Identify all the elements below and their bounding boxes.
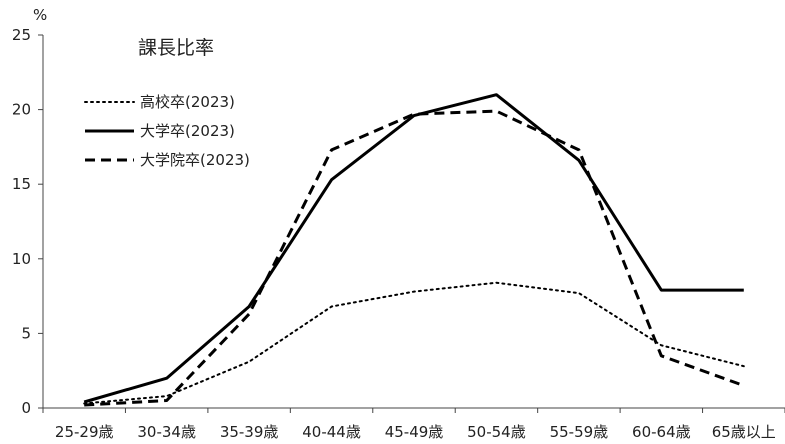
- y-unit-label: %: [33, 6, 47, 24]
- chart-title: 課長比率: [138, 37, 214, 59]
- x-tick-label: 35-39歳: [220, 423, 279, 441]
- y-axis-ticks: 0 5 10 15 20 25: [12, 26, 43, 417]
- x-tick-label: 25-29歳: [55, 423, 114, 441]
- series-line-1: [83, 281, 745, 405]
- x-tick-label: 30-34歳: [137, 423, 196, 441]
- y-tick-label: 0: [21, 399, 31, 417]
- legend-label: 大学院卒(2023): [140, 151, 250, 169]
- x-tick-label: 65歳以上: [712, 423, 776, 441]
- x-tick-label: 40-44歳: [302, 423, 361, 441]
- y-tick-label: 25: [12, 26, 31, 44]
- x-tick-label: 60-64歳: [632, 423, 691, 441]
- legend-label: 高校卒(2023): [140, 93, 235, 111]
- y-tick-label: 15: [12, 175, 31, 193]
- x-tick-label: 50-54歳: [467, 423, 526, 441]
- y-tick-label: 10: [12, 250, 31, 268]
- y-tick-label: 20: [12, 101, 31, 119]
- legend-label: 大学卒(2023): [140, 122, 235, 140]
- y-tick-label: 5: [21, 324, 31, 342]
- x-tick-label: 45-49歳: [385, 423, 444, 441]
- series-line-2: [83, 93, 744, 404]
- x-axis-ticks: 25-29歳 30-34歳 35-39歳 40-44歳 45-49歳 50-54歳 55-5…: [42, 408, 785, 441]
- x-tick-label: 55-59歳: [550, 423, 609, 441]
- axes: [42, 35, 785, 409]
- legend: 高校卒(2023) 大学卒(2023) 大学院卒(2023): [84, 93, 250, 169]
- series-lines: [83, 93, 745, 407]
